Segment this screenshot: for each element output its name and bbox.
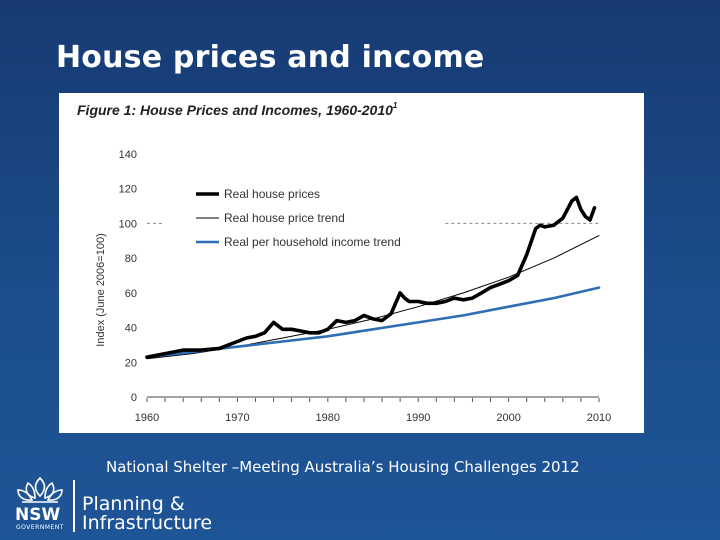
y-tick-label: 120	[119, 184, 137, 196]
figure-title-superscript: 1	[393, 101, 398, 110]
figure-title-text: Figure 1: House Prices and Incomes, 1960…	[77, 102, 393, 118]
y-tick-label: 0	[131, 392, 137, 404]
series-line-2	[145, 286, 601, 359]
y-tick-label: 40	[125, 323, 137, 335]
department-name-line-2: Infrastructure	[82, 512, 213, 534]
y-tick-label: 20	[125, 357, 137, 369]
legend-label-2: Real per household income trend	[224, 235, 401, 249]
x-tick-label: 2000	[496, 412, 520, 424]
nsw-government-label: GOVERNMENT	[16, 524, 64, 531]
y-tick-label: 100	[119, 218, 137, 230]
nsw-wordmark: NSW	[15, 505, 61, 525]
figure-title: Figure 1: House Prices and Incomes, 1960…	[77, 101, 398, 118]
y-tick-label: 80	[125, 253, 137, 265]
x-tick-label: 1970	[225, 412, 249, 424]
nsw-government-logo	[17, 476, 63, 503]
slide-caption: National Shelter –Meeting Australia’s Ho…	[106, 458, 580, 476]
x-tick-label: 2010	[587, 412, 611, 424]
logo-divider	[73, 480, 75, 532]
y-tick-label: 140	[119, 149, 137, 161]
x-tick-label: 1980	[316, 412, 340, 424]
axes: 0 20 40 60 80 100 120 140 1960 1970 1980 1990 2000 20…	[119, 149, 612, 424]
department-name-line-1: Planning &	[82, 493, 185, 515]
house-prices-chart: Figure 1: House Prices and Incomes, 1960…	[77, 101, 612, 424]
slide-title: House prices and income	[56, 40, 485, 75]
x-tick-label: 1990	[406, 412, 430, 424]
waratah-icon	[17, 476, 63, 503]
series-layer	[145, 195, 601, 360]
legend-label-0: Real house prices	[224, 187, 320, 201]
figure-panel: Figure 1: House Prices and Incomes, 1960…	[59, 93, 644, 433]
legend: Real house prices Real house price trend R…	[196, 187, 401, 249]
series-line-0	[145, 195, 597, 359]
y-axis-label: Index (June 2006=100)	[95, 233, 107, 346]
y-tick-label: 60	[125, 288, 137, 300]
x-tick-label: 1960	[135, 412, 159, 424]
series-line-1	[146, 235, 600, 360]
legend-label-1: Real house price trend	[224, 211, 345, 225]
